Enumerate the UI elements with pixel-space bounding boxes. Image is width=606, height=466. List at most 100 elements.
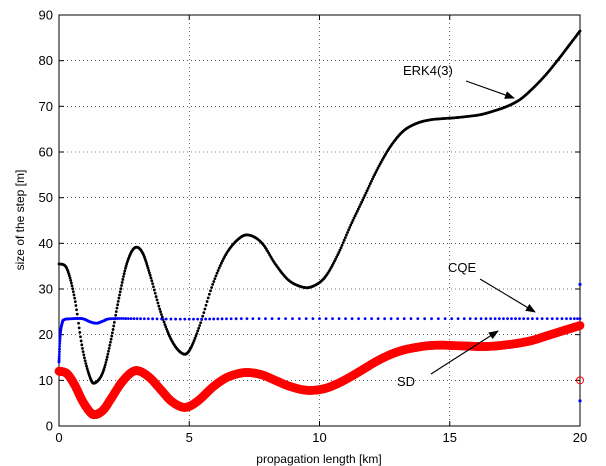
data-point: [214, 274, 218, 278]
data-point: [118, 293, 121, 297]
data-point: [208, 317, 212, 321]
data-point: [118, 290, 122, 294]
data-point: [57, 357, 61, 361]
data-point: [356, 207, 360, 211]
data-point: [234, 317, 238, 321]
data-point: [572, 317, 576, 321]
data-point: [341, 241, 345, 245]
data-point: [216, 269, 220, 272]
data-point: [200, 317, 204, 321]
data-point: [160, 313, 163, 316]
y-tick-label: 50: [39, 190, 53, 205]
data-point: [353, 214, 357, 218]
data-point: [146, 317, 150, 321]
data-point: [102, 367, 106, 371]
data-point: [456, 317, 460, 321]
data-point: [209, 289, 212, 293]
data-point: [423, 317, 427, 321]
data-point: [83, 356, 86, 360]
data-point: [204, 303, 208, 307]
data-point: [122, 272, 126, 276]
data-point: [151, 282, 154, 286]
data-point: [69, 281, 73, 285]
data-point: [81, 350, 85, 354]
data-point: [187, 317, 191, 321]
y-tick-label: 10: [39, 373, 53, 388]
data-point: [216, 317, 220, 321]
data-point: [375, 168, 379, 172]
data-point: [124, 317, 128, 320]
data-point: [135, 317, 139, 321]
data-point: [153, 291, 157, 295]
data-point: [304, 317, 308, 321]
data-point: [376, 317, 380, 321]
data-point: [342, 238, 346, 242]
data-point: [71, 290, 75, 294]
annotation-arrow: [465, 80, 515, 99]
annotation-arrow: [479, 278, 536, 313]
data-point: [215, 271, 219, 275]
data-point: [346, 231, 349, 234]
data-point: [218, 264, 222, 267]
data-point: [338, 248, 342, 252]
data-point: [514, 317, 517, 321]
data-point: [368, 182, 372, 186]
data-point: [124, 264, 128, 268]
data-point: [119, 317, 123, 320]
x-tick-label: 5: [186, 430, 193, 445]
y-tick-label: 70: [39, 99, 53, 114]
data-point: [531, 317, 534, 321]
data-point: [156, 301, 160, 305]
data-point: [360, 200, 364, 204]
data-point: [111, 328, 115, 331]
data-point: [484, 317, 488, 321]
data-point: [73, 296, 77, 300]
data-point: [369, 179, 373, 183]
data-point: [578, 317, 582, 321]
data-point: [192, 339, 196, 342]
series-sd: [54, 321, 585, 420]
data-point: [192, 317, 195, 321]
data-point: [339, 246, 343, 250]
data-point: [330, 264, 334, 267]
annotations: ERK4(3) CQE SD: [397, 63, 536, 389]
data-point: [526, 317, 530, 321]
y-tick-label: 0: [46, 419, 53, 434]
data-point: [58, 347, 61, 351]
data-point: [436, 317, 440, 321]
data-point: [331, 261, 335, 265]
data-point: [164, 317, 168, 321]
data-point: [183, 317, 187, 321]
data-point: [479, 317, 483, 321]
data-point: [58, 350, 61, 354]
data-point: [569, 317, 573, 321]
data-point: [335, 255, 339, 259]
data-point: [72, 293, 76, 297]
data-point: [165, 327, 169, 331]
data-point: [535, 317, 539, 321]
data-point: [145, 262, 149, 266]
data-point: [345, 233, 348, 237]
data-point: [106, 352, 110, 356]
data-point: [119, 287, 123, 291]
y-axis-label: size of the step [m]: [13, 170, 27, 271]
data-point: [155, 317, 159, 321]
sd-point: [575, 321, 585, 330]
data-point: [77, 326, 81, 330]
data-point: [212, 317, 216, 321]
data-point: [121, 278, 125, 281]
data-point: [363, 317, 367, 321]
data-point: [122, 275, 125, 278]
data-point: [169, 317, 173, 321]
data-point: [191, 341, 195, 345]
data-point: [359, 203, 362, 206]
data-point: [58, 339, 62, 343]
data-point: [270, 317, 274, 321]
data-point: [204, 317, 208, 321]
data-point: [367, 184, 371, 188]
data-point: [148, 273, 152, 277]
data-point: [506, 317, 509, 321]
data-point: [229, 317, 233, 321]
data-point: [318, 317, 321, 321]
